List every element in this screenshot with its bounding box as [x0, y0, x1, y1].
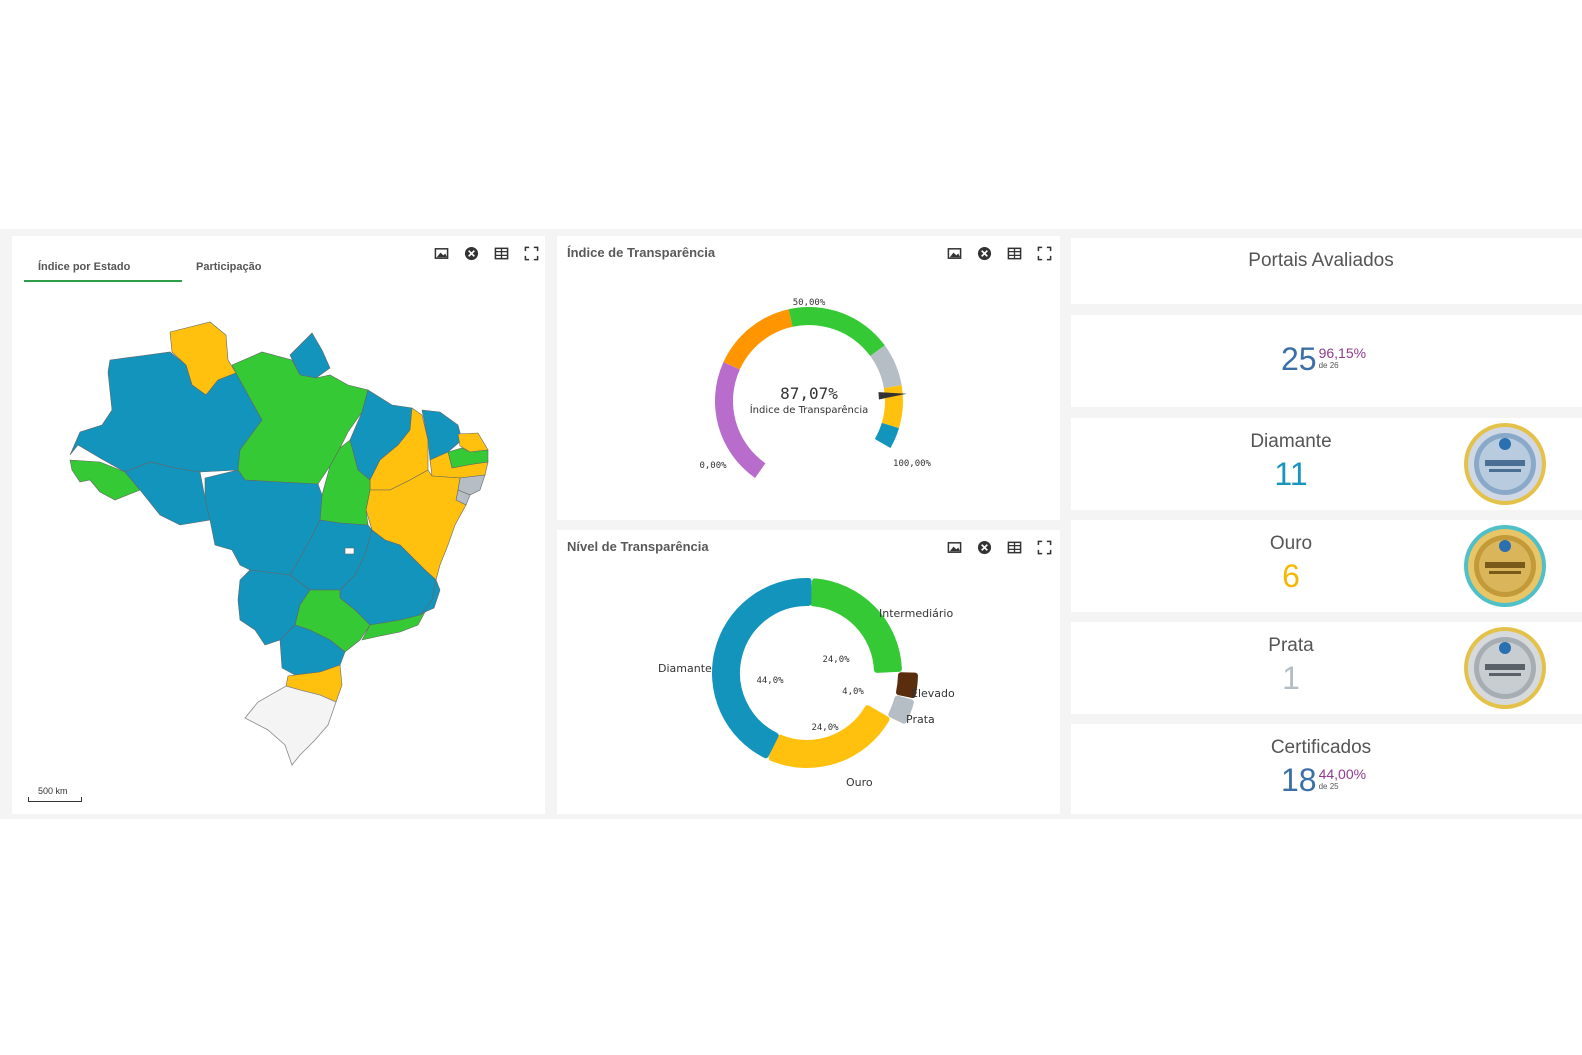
- fullscreen-icon[interactable]: [522, 244, 540, 262]
- state-rio-de-janeiro[interactable]: [361, 611, 426, 641]
- close-circle-icon[interactable]: [462, 244, 480, 262]
- table-icon[interactable]: [1005, 538, 1023, 556]
- ouro-label: Ouro: [1269, 533, 1313, 554]
- state-ceara[interactable]: [421, 409, 463, 461]
- scale-bar: [28, 797, 82, 802]
- fullscreen-icon[interactable]: [1035, 244, 1053, 262]
- gauge-band: [870, 345, 902, 389]
- donut-slice[interactable]: [896, 672, 918, 699]
- donut-slice[interactable]: [712, 578, 812, 759]
- state-tocantins[interactable]: [319, 439, 371, 526]
- state-parana[interactable]: [279, 624, 346, 676]
- gauge-band: [715, 362, 766, 479]
- gauge-min-label: 0,00%: [699, 461, 727, 471]
- certificados-of: de 25: [1318, 782, 1339, 791]
- kpi-diamante-card[interactable]: Diamante 11: [1071, 418, 1582, 510]
- state-para[interactable]: [231, 351, 369, 485]
- donut-slice[interactable]: [888, 695, 914, 724]
- diamante-count: 11: [1274, 456, 1308, 492]
- gauge-panel: Índice de Transparência: [557, 236, 1060, 520]
- table-icon[interactable]: [492, 244, 510, 262]
- prata-count: 1: [1282, 660, 1300, 696]
- donut-panel-title: Nível de Transparência: [567, 539, 709, 554]
- gauge-band: [788, 307, 885, 357]
- image-icon[interactable]: [945, 538, 963, 556]
- donut-slice[interactable]: [810, 578, 902, 673]
- donut-chart: Intermediário Elevado Prata Ouro Diamant…: [658, 578, 955, 789]
- donut-category-label: Intermediário: [879, 607, 953, 620]
- evaluated-of: de 26: [1318, 361, 1339, 370]
- image-icon[interactable]: [432, 244, 450, 262]
- gauge-value: 87,07%: [780, 384, 838, 403]
- gauge-band: [881, 385, 903, 429]
- table-icon[interactable]: [1005, 244, 1023, 262]
- certificados-count: 18: [1281, 762, 1317, 798]
- certificados-value: 18 44,00% de 25: [1281, 762, 1366, 799]
- donut-category-label: Elevado: [911, 687, 955, 700]
- donut-value-label: 44,0%: [756, 676, 784, 686]
- map-tabs: Índice por Estado Participação: [24, 252, 340, 282]
- donut-value-label: 4,0%: [842, 687, 864, 697]
- evaluated-pct: 96,15%: [1318, 345, 1367, 361]
- gauge-max-label: 100,00%: [893, 459, 932, 469]
- diamante-label: Diamante: [1250, 431, 1332, 452]
- kpi-ouro-card[interactable]: Ouro 6: [1071, 520, 1582, 612]
- kpi-title-card: Portais Avaliados: [1071, 238, 1582, 304]
- ouro-medal-icon: [1464, 525, 1546, 607]
- gauge-needle: [878, 392, 907, 400]
- diamante-medal-icon: [1464, 423, 1546, 505]
- evaluated-detail: 96,15% de 26: [1319, 345, 1366, 370]
- certificados-label: Certificados: [1270, 737, 1372, 758]
- gauge-mid-label: 50,00%: [793, 298, 826, 308]
- scale-label: 500 km: [38, 786, 68, 796]
- close-circle-icon[interactable]: [975, 538, 993, 556]
- kpi-prata-card[interactable]: Prata 1: [1071, 622, 1582, 714]
- certificados-detail: 44,00% de 25: [1319, 766, 1366, 791]
- donut-category-label: Ouro: [846, 776, 873, 789]
- donut-category-label: Diamante: [658, 662, 712, 675]
- image-icon[interactable]: [945, 244, 963, 262]
- brazil-map[interactable]: [60, 315, 500, 775]
- state-distrito-federal[interactable]: [344, 547, 355, 555]
- tab-participacao[interactable]: Participação: [196, 261, 262, 273]
- gauge-chart: 87,07% Índice de Transparência 50,00% 0,…: [699, 298, 932, 479]
- prata-medal-icon: [1464, 627, 1546, 709]
- evaluated-value: 25 96,15% de 26: [1281, 341, 1366, 378]
- gauge-toolbar: [945, 244, 1053, 262]
- fullscreen-icon[interactable]: [1035, 538, 1053, 556]
- gauge-panel-title: Índice de Transparência: [567, 245, 716, 260]
- state-sao-paulo[interactable]: [294, 589, 371, 653]
- donut-value-label: 24,0%: [811, 723, 839, 733]
- map-toolbar: [432, 244, 540, 262]
- map-scale: 500 km: [28, 786, 82, 802]
- tab-indice-por-estado[interactable]: Índice por Estado: [24, 252, 182, 282]
- state-acre[interactable]: [69, 459, 141, 501]
- evaluated-count: 25: [1281, 341, 1317, 377]
- gauge-band: [723, 309, 793, 370]
- kpi-evaluated-card: 25 96,15% de 26: [1071, 315, 1582, 407]
- state-rondonia[interactable]: [124, 461, 211, 526]
- gauge-subtitle: Índice de Transparência: [750, 403, 869, 416]
- state-rio-grande-do-sul[interactable]: [244, 685, 337, 766]
- gauge-band: [874, 422, 900, 448]
- certificados-pct: 44,00%: [1318, 766, 1367, 782]
- donut-slice[interactable]: [768, 705, 890, 768]
- donut-category-label: Prata: [906, 713, 935, 726]
- ouro-count: 6: [1282, 558, 1300, 594]
- kpi-certificados-card: Certificados 18 44,00% de 25: [1071, 724, 1582, 814]
- close-circle-icon[interactable]: [975, 244, 993, 262]
- donut-value-label: 24,0%: [822, 655, 850, 665]
- state-mato-grosso-do-sul[interactable]: [237, 569, 311, 646]
- donut-toolbar: [945, 538, 1053, 556]
- prata-label: Prata: [1268, 635, 1314, 656]
- portais-avaliados-title: Portais Avaliados: [1248, 250, 1394, 271]
